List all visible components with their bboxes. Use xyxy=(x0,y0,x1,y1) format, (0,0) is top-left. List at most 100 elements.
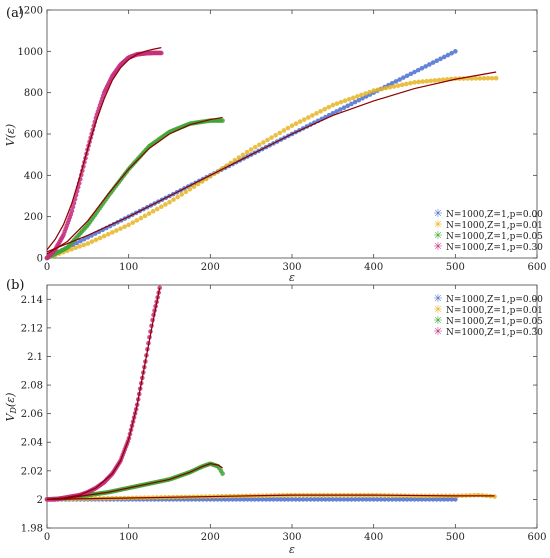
data-point xyxy=(389,497,395,502)
data-point xyxy=(363,91,368,96)
data-point xyxy=(257,142,262,148)
data-point xyxy=(334,497,339,502)
data-point xyxy=(427,497,432,502)
data-point xyxy=(110,230,115,235)
data-point xyxy=(118,226,123,231)
data-point xyxy=(311,497,317,502)
data-point xyxy=(146,211,152,216)
data-point xyxy=(356,97,362,103)
data-point xyxy=(342,98,348,104)
data-point xyxy=(412,497,417,502)
data-point xyxy=(260,497,265,502)
data-point xyxy=(171,197,176,202)
fit-line-1 xyxy=(46,116,223,255)
data-point xyxy=(154,206,160,212)
panel-b-data xyxy=(44,285,497,502)
data-point xyxy=(285,497,291,502)
y-tick-label: 2.02 xyxy=(21,466,43,477)
x-tick-label: 500 xyxy=(446,262,465,273)
data-point xyxy=(449,497,454,502)
data-point xyxy=(187,186,193,192)
data-point xyxy=(232,157,238,163)
legend-marker: ✳ xyxy=(433,314,442,327)
data-point xyxy=(73,245,78,251)
panel-a-x-axis-label: ε xyxy=(289,271,295,284)
data-point xyxy=(399,82,405,88)
data-point xyxy=(330,497,336,502)
data-point xyxy=(360,497,365,502)
data-point xyxy=(356,497,362,502)
data-point xyxy=(434,58,440,64)
data-point xyxy=(89,239,95,244)
data-point xyxy=(419,497,425,502)
fit-line-0 xyxy=(46,71,497,253)
data-point xyxy=(289,123,295,129)
data-point xyxy=(322,106,327,112)
y-tick-label: 2.12 xyxy=(21,323,43,334)
data-point xyxy=(349,101,354,107)
data-point xyxy=(130,220,136,225)
data-point xyxy=(401,75,406,80)
data-point xyxy=(473,76,479,81)
data-point xyxy=(359,92,364,98)
data-point xyxy=(415,497,421,502)
data-point xyxy=(267,497,273,502)
data-point xyxy=(304,497,310,502)
data-point xyxy=(401,497,406,502)
y-tick-label: 800 xyxy=(24,88,43,99)
legend-entry: N=1000,Z=1,p=0.05 xyxy=(446,232,543,242)
data-point xyxy=(440,77,446,83)
data-point xyxy=(101,233,107,239)
data-point xyxy=(70,204,76,210)
data-point xyxy=(395,83,401,88)
legend-marker: ✳ xyxy=(433,218,442,231)
data-point xyxy=(69,247,74,252)
data-point xyxy=(430,497,436,502)
data-point xyxy=(301,117,307,122)
data-point xyxy=(355,94,360,99)
data-point xyxy=(338,99,344,105)
data-point xyxy=(416,79,421,85)
y-tick-label: 2.1 xyxy=(27,352,43,363)
data-point xyxy=(297,119,303,124)
data-point xyxy=(159,50,164,56)
y-tick-label: 0 xyxy=(37,254,43,265)
data-point xyxy=(363,497,369,502)
data-point xyxy=(334,101,340,106)
data-point xyxy=(310,113,315,118)
data-point xyxy=(423,497,428,502)
x-tick-label: 400 xyxy=(364,532,383,543)
legend-entry: N=1000,Z=1,p=0.01 xyxy=(446,306,543,316)
data-point xyxy=(293,497,299,502)
y-tick-label: 600 xyxy=(24,130,43,141)
data-point xyxy=(240,152,246,158)
data-point xyxy=(481,76,487,81)
data-point xyxy=(134,218,140,223)
x-tick-label: 300 xyxy=(282,532,301,543)
data-point xyxy=(379,86,385,92)
data-point xyxy=(378,497,384,502)
data-point xyxy=(195,181,201,187)
data-point xyxy=(78,238,83,244)
data-point xyxy=(387,84,393,90)
data-point xyxy=(453,49,458,54)
data-point xyxy=(350,95,356,101)
data-point xyxy=(220,118,225,123)
fit-line-1 xyxy=(46,463,223,501)
data-point xyxy=(77,244,82,249)
data-point xyxy=(375,497,380,502)
data-point xyxy=(69,208,75,214)
data-point xyxy=(297,497,302,502)
y-tick-label: 2.04 xyxy=(21,438,43,449)
data-point xyxy=(485,75,491,81)
data-point xyxy=(252,144,258,150)
data-point xyxy=(397,77,402,82)
data-point xyxy=(263,497,269,502)
data-point xyxy=(424,78,430,84)
data-point xyxy=(393,79,399,84)
panel-a-legend: ✳ N=1000,Z=1,p=0.00 ✳ N=1000,Z=1,p=0.01 ✳ N=1… xyxy=(433,207,543,253)
legend-marker: ✳ xyxy=(433,303,442,316)
data-point xyxy=(346,96,352,102)
data-point xyxy=(122,224,127,230)
data-point xyxy=(269,135,274,140)
